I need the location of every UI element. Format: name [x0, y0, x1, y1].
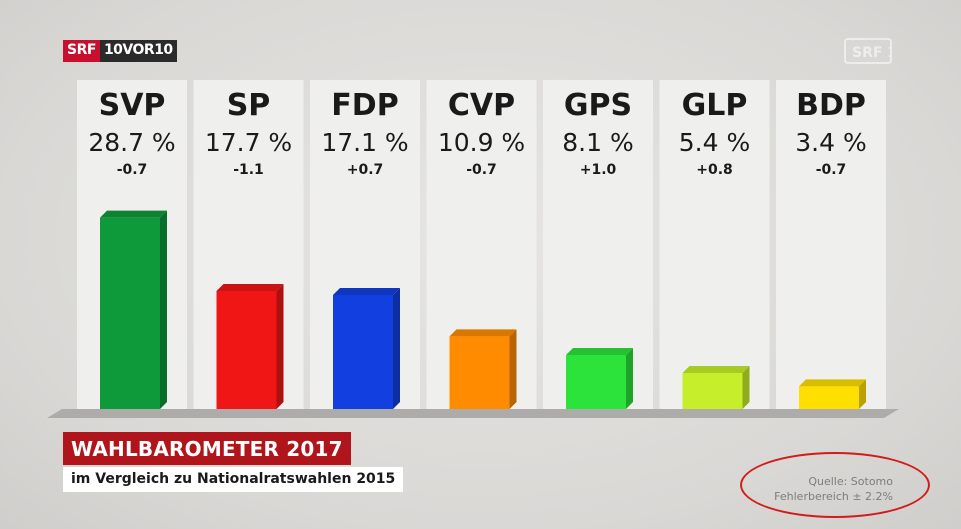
- change-label-sp: -1.1: [233, 162, 264, 178]
- party-label-glp: GLP: [682, 88, 748, 123]
- value-label-sp: 17.7 %: [205, 128, 292, 157]
- change-label-svp: -0.7: [117, 162, 148, 178]
- change-label-cvp: -0.7: [466, 162, 497, 178]
- party-label-cvp: CVP: [448, 88, 515, 123]
- bar-top-fdp: [333, 288, 400, 295]
- value-label-cvp: 10.9 %: [438, 128, 525, 157]
- change-label-gps: +1.0: [580, 162, 617, 178]
- srf-logo-text: SRF: [63, 40, 100, 62]
- chart-floor: [47, 409, 899, 418]
- party-label-bdp: BDP: [796, 88, 866, 123]
- bar-top-gps: [566, 348, 633, 355]
- column-bg-glp: [659, 80, 770, 409]
- error-margin-line: Fehlerbereich ± 2.2%: [774, 490, 893, 503]
- change-label-fdp: +0.7: [347, 162, 384, 178]
- bar-side-cvp: [509, 329, 517, 409]
- value-label-bdp: 3.4 %: [795, 128, 866, 157]
- channel-logo-text: SRF 1: [852, 45, 892, 61]
- value-label-glp: 5.4 %: [679, 128, 750, 157]
- bar-side-sp: [276, 284, 284, 409]
- bar-gps: [566, 355, 626, 409]
- value-label-svp: 28.7 %: [88, 128, 175, 157]
- bar-top-sp: [216, 284, 284, 291]
- party-label-sp: SP: [227, 88, 271, 123]
- source-note: Quelle: Sotomo Fehlerbereich ± 2.2%: [774, 474, 893, 504]
- source-highlight-circle: [740, 452, 930, 518]
- party-label-svp: SVP: [99, 88, 166, 123]
- srf1-channel-logo: SRF 1: [844, 38, 892, 64]
- bar-top-glp: [682, 366, 750, 373]
- bar-side-glp: [742, 366, 750, 409]
- bar-glp: [682, 373, 743, 409]
- bar-top-bdp: [799, 379, 866, 387]
- bar-top-svp: [100, 210, 167, 218]
- bar-top-cvp: [449, 329, 517, 337]
- bar-bdp: [799, 386, 859, 409]
- value-label-fdp: 17.1 %: [321, 128, 408, 157]
- title-block: WAHLBAROMETER 2017 im Vergleich zu Natio…: [63, 432, 404, 492]
- bar-cvp: [449, 336, 510, 409]
- value-label-gps: 8.1 %: [562, 128, 633, 157]
- bar-svp: [100, 217, 160, 409]
- source-line: Quelle: Sotomo: [808, 475, 893, 488]
- bar-side-fdp: [393, 288, 400, 409]
- show-logo-text: 10VOR10: [99, 40, 177, 62]
- bar-fdp: [333, 295, 393, 409]
- srf-10vor10-logo: SRF 10VOR10: [63, 40, 177, 62]
- change-label-glp: +0.8: [696, 162, 733, 178]
- change-label-bdp: -0.7: [816, 162, 847, 178]
- chart-title: WAHLBAROMETER 2017: [63, 432, 351, 465]
- bar-side-bdp: [859, 379, 866, 409]
- bar-side-gps: [626, 348, 633, 409]
- party-label-gps: GPS: [564, 88, 632, 123]
- chart-subtitle: im Vergleich zu Nationalratswahlen 2015: [63, 467, 404, 492]
- column-bg-bdp: [776, 80, 886, 409]
- party-label-fdp: FDP: [331, 88, 398, 123]
- bar-sp: [216, 291, 277, 409]
- bar-side-svp: [160, 210, 167, 409]
